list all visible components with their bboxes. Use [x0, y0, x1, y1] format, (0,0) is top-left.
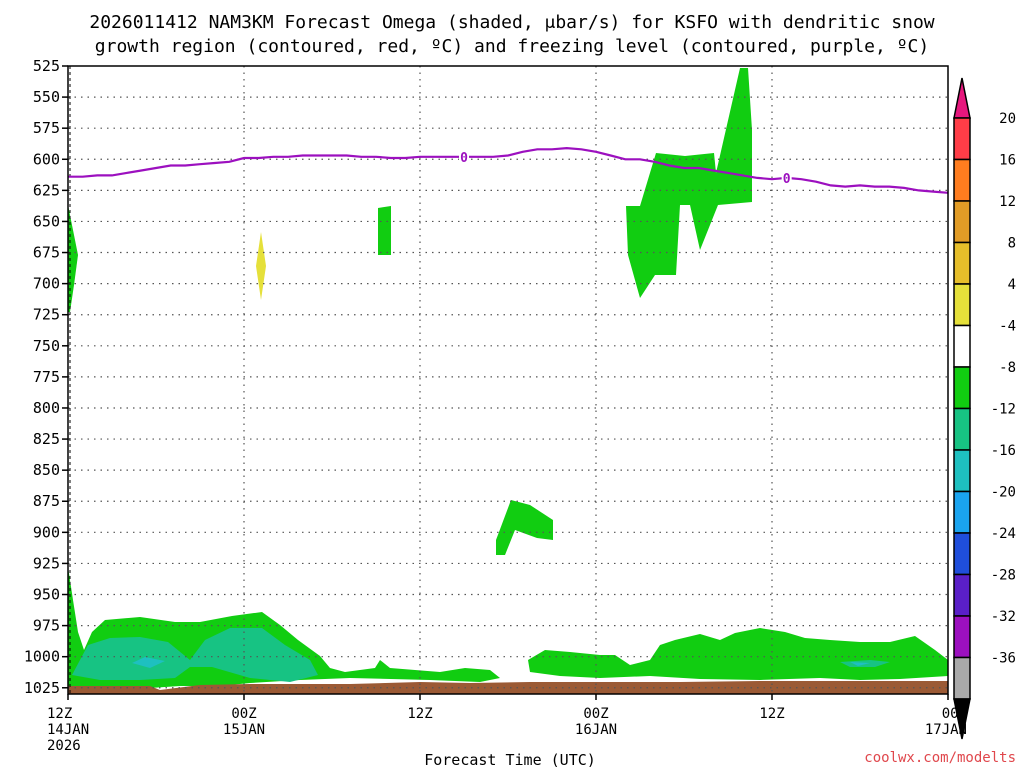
colorbar-bin-9 [953, 490, 971, 534]
omega-region--12_to_-8-1 [72, 628, 318, 682]
x-tick-label-3-line2: 16JAN [575, 722, 617, 738]
y-tick-label-900: 900 [33, 523, 60, 541]
y-tick-label-550: 550 [33, 88, 60, 106]
colorbar-bin-12 [953, 615, 971, 659]
omega-region--16_to_-12-1 [132, 657, 165, 668]
y-tick-label-1025: 1025 [24, 679, 60, 697]
colorbar-label-10: -24 [991, 526, 1016, 542]
omega-region--8_to_-4-5 [496, 500, 553, 555]
colorbar-bottom-arrow [953, 698, 971, 740]
y-tick-label-575: 575 [33, 119, 60, 137]
y-tick-label-825: 825 [33, 430, 60, 448]
gridlines [68, 66, 948, 694]
x-tick-label-1-line2: 15JAN [223, 722, 265, 738]
colorbar-bin-3 [953, 241, 971, 285]
chart-title-line2: growth region (contoured, red, ºC) and f… [95, 36, 929, 57]
x-axis-label: Forecast Time (UTC) [424, 751, 596, 768]
freezing-level-label-2: 0 [783, 172, 791, 187]
y-axis: 525 550 575 600 625 650 675 700 725 750 775 800 825 8… [24, 57, 68, 697]
y-tick-label-925: 925 [33, 554, 60, 572]
y-tick-label-800: 800 [33, 399, 60, 417]
freezing-label-bg-2 [781, 170, 792, 185]
x-tick-label-4-line1: 12Z [759, 706, 784, 722]
colorbar-label-11: -28 [991, 568, 1016, 584]
colorbar-bin-4 [953, 283, 971, 327]
colorbar-label-8: -16 [991, 443, 1016, 459]
omega-region--8_to_-4-4 [378, 206, 391, 255]
freezing-level-contour: 00 [68, 146, 949, 194]
colorbar-label-3: 8 [1008, 236, 1016, 252]
colorbar-bin-0 [953, 117, 971, 161]
y-tick-label-650: 650 [33, 212, 60, 230]
colorbar-label-6: -8 [999, 360, 1016, 376]
colorbar-bin-7 [953, 407, 971, 451]
y-tick-label-700: 700 [33, 275, 60, 293]
colorbar-label-9: -20 [991, 485, 1016, 501]
colorbar-label-4: 4 [1008, 277, 1016, 293]
colorbar-label-7: -12 [991, 402, 1016, 418]
colorbar-bin-5 [953, 324, 971, 368]
ground-fill-1 [68, 681, 948, 694]
colorbar-label-0: 20 [999, 111, 1016, 127]
y-tick-label-525: 525 [33, 57, 60, 75]
colorbar-bin-1 [953, 158, 971, 202]
colorbar-bin-6 [953, 366, 971, 410]
y-tick-label-775: 775 [33, 368, 60, 386]
freezing-label-bg-1 [459, 149, 469, 164]
colorbar-label-1: 16 [999, 153, 1016, 169]
plot-frame [67, 65, 949, 695]
y-tick-label-950: 950 [33, 586, 60, 604]
colorbar-legend: 20 16 12 8 4 -4 -8 -12 -16 -20 -24 -28 -32 -36 [953, 77, 1016, 740]
x-tick-label-0-line3: 2026 [47, 738, 81, 754]
omega-region--8_to_-4-3 [68, 205, 78, 312]
colorbar-label-12: -32 [991, 609, 1016, 625]
omega-region--16_to_-12-2 [850, 662, 870, 666]
chart-title-line1: 2026011412 NAM3KM Forecast Omega (shaded… [89, 12, 934, 33]
y-tick-label-675: 675 [33, 244, 60, 262]
y-tick-label-1000: 1000 [24, 648, 60, 666]
colorbar-bin-13 [953, 656, 971, 700]
freezing-level-label-1: 0 [460, 151, 468, 166]
y-tick-label-600: 600 [33, 150, 60, 168]
colorbar-bin-2 [953, 200, 971, 244]
omega-region--8_to_-4-2 [528, 628, 948, 680]
x-tick-label-0-line1: 12Z [47, 706, 72, 722]
colorbar-label-2: 12 [999, 194, 1016, 210]
y-tick-label-850: 850 [33, 461, 60, 479]
x-tick-label-0-line2: 14JAN [47, 722, 89, 738]
colorbar-bin-8 [953, 449, 971, 493]
y-tick-label-975: 975 [33, 617, 60, 635]
omega-region-4_to_8-1 [256, 232, 266, 300]
x-tick-label-3-line1: 00Z [583, 706, 608, 722]
x-tick-label-2-line1: 12Z [407, 706, 432, 722]
colorbar-bin-11 [953, 573, 971, 617]
omega-region--8_to_-4-6 [626, 68, 752, 298]
colorbar-label-13: -36 [991, 651, 1016, 667]
freezing-level-line [68, 146, 949, 194]
colorbar-bin-10 [953, 532, 971, 576]
y-tick-label-750: 750 [33, 337, 60, 355]
y-tick-label-875: 875 [33, 492, 60, 510]
x-tick-label-5-line2: 17JAN [925, 722, 967, 738]
x-tick-label-1-line1: 00Z [231, 706, 256, 722]
y-tick-label-725: 725 [33, 306, 60, 324]
omega-shading-layer [68, 68, 948, 694]
y-tick-label-625: 625 [33, 181, 60, 199]
credit-text: coolwx.com/modelts [864, 750, 1016, 766]
colorbar-top-arrow [953, 77, 971, 119]
colorbar-label-5: -4 [999, 319, 1016, 335]
